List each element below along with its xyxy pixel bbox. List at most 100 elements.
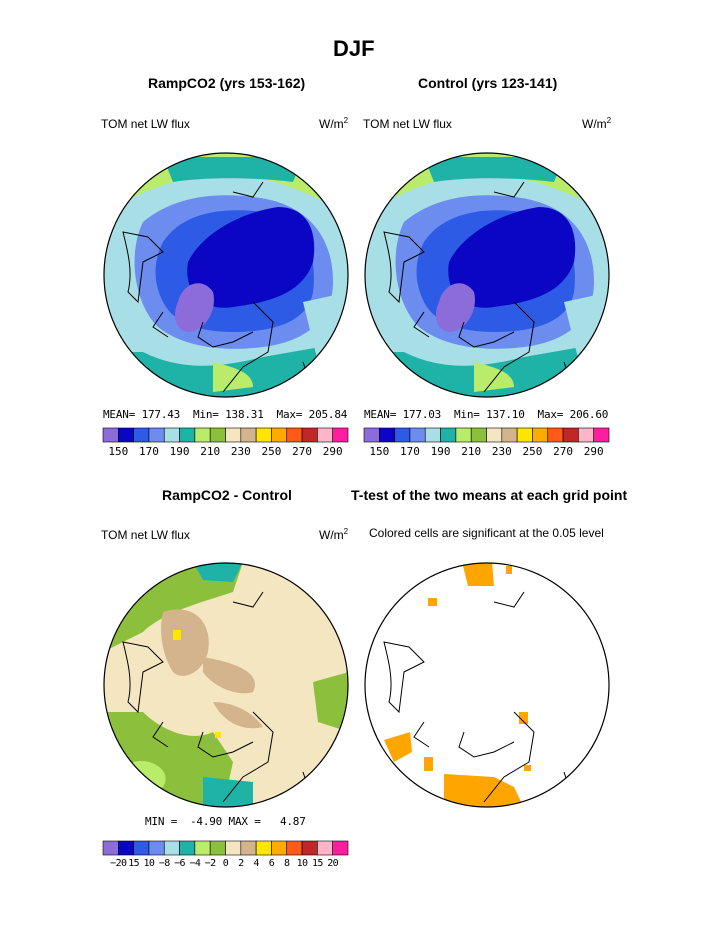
panel-title-ttest: T-test of the two means at each grid poi…	[351, 487, 628, 503]
colorbar-swatch	[455, 427, 472, 443]
colorbar-swatch	[409, 427, 426, 443]
colorbar-swatch	[240, 840, 257, 856]
colorbar-swatch	[332, 427, 349, 443]
colorbar-swatch	[148, 427, 165, 443]
colorbar-swatch	[133, 427, 150, 443]
colorbar-tick-label: −20	[110, 858, 127, 869]
colorbar-swatch	[118, 840, 134, 856]
variable-label-control: TOM net LW flux	[363, 117, 452, 131]
colorbar-swatch	[363, 427, 380, 443]
colorbar-swatch	[163, 427, 180, 443]
colorbar-swatch	[562, 427, 579, 443]
colorbar-tick-label: 0	[222, 858, 229, 869]
colorbar-tick-label: 150	[108, 445, 129, 458]
polar-map-ttest	[364, 562, 610, 808]
colorbar-swatch	[225, 427, 242, 443]
colorbar-tick-label: 210	[200, 445, 221, 458]
colorbar-tick-label: 290	[583, 445, 604, 458]
colorbar-tick-label: 190	[430, 445, 451, 458]
colorbar-swatch	[286, 427, 303, 443]
panel-title-control: Control (yrs 123-141)	[418, 75, 558, 91]
colorbar-swatch	[547, 427, 564, 443]
colorbar-swatch	[578, 427, 594, 443]
panel-title-rampco2: RampCO2 (yrs 153-162)	[148, 75, 306, 91]
colorbar-swatch	[593, 427, 610, 443]
colorbar-tick-label: 150	[369, 445, 390, 458]
colorbar-tick-label: 15	[128, 858, 140, 869]
variable-label-rampco2: TOM net LW flux	[101, 117, 190, 131]
colorbar-tick-label: 170	[400, 445, 420, 458]
colorbar-swatch	[332, 840, 349, 856]
units-label-control: W/m2	[582, 116, 612, 131]
colorbar-tick-label: −4	[189, 858, 201, 869]
colorbar-swatch	[194, 840, 211, 856]
colorbar-tick-label: 210	[461, 445, 482, 458]
colorbar-tick-label: 290	[322, 445, 343, 458]
colorbar-swatch	[209, 427, 226, 443]
stats-control: MEAN= 177.03 Min= 137.10 Max= 206.60	[364, 408, 609, 421]
colorbar-ticks-diff: −20 15 10 −8 −6 −4 −2 0 2 4 6 8 10 15 20	[103, 858, 348, 872]
colorbar-swatch	[424, 427, 441, 443]
colorbar-tick-label: 170	[139, 445, 159, 458]
colorbar-swatch	[133, 840, 150, 856]
colorbar-swatch	[179, 840, 196, 856]
colorbar-swatch	[209, 840, 226, 856]
colorbar-tick-label: 190	[169, 445, 190, 458]
colorbar-swatch	[102, 427, 119, 443]
colorbar-swatch	[301, 840, 318, 856]
polar-map-control	[364, 152, 610, 398]
stats-rampco2: MEAN= 177.43 Min= 138.31 Max= 205.84	[103, 408, 348, 421]
colorbar-tick-label: 2	[238, 858, 244, 869]
colorbar-swatch	[179, 427, 196, 443]
colorbar-tick-label: 15	[311, 858, 323, 869]
colorbar-tick-label: 8	[284, 858, 290, 869]
colorbar-tick-label: −2	[204, 858, 216, 869]
colorbar-tick-label: −8	[158, 858, 170, 869]
colorbar-tick-label: 270	[292, 445, 312, 458]
colorbar-swatch	[194, 427, 211, 443]
colorbar-swatch	[240, 427, 257, 443]
colorbar-tick-label: 20	[327, 858, 339, 869]
colorbar-tick-label: 230	[491, 445, 512, 458]
colorbar-swatch	[394, 427, 411, 443]
panel-title-diff: RampCO2 - Control	[162, 487, 292, 503]
colorbar-swatch	[470, 427, 487, 443]
colorbar-ticks-rampco2: 150 170 190 210 230 250 270 290	[103, 445, 348, 459]
colorbar-control	[363, 427, 610, 443]
figure-title: DJF	[333, 36, 375, 61]
polar-map-rampco2	[103, 152, 349, 398]
colorbar-tick-label: 270	[553, 445, 573, 458]
colorbar-swatch	[118, 427, 134, 443]
colorbar-tick-label: 10	[296, 858, 308, 869]
units-label-rampco2: W/m2	[319, 116, 349, 131]
colorbar-swatch	[148, 840, 165, 856]
colorbar-swatch	[271, 427, 288, 443]
colorbar-swatch	[286, 840, 303, 856]
stats-diff: MIN = -4.90 MAX = 4.87	[145, 815, 306, 828]
colorbar-swatch	[163, 840, 180, 856]
variable-label-diff: TOM net LW flux	[101, 528, 190, 542]
colorbar-tick-label: 6	[268, 858, 275, 869]
colorbar-swatch	[516, 427, 533, 443]
colorbar-swatch	[255, 840, 272, 856]
colorbar-tick-label: 10	[143, 858, 155, 869]
colorbar-tick-label: 230	[230, 445, 251, 458]
colorbar-tick-label: 250	[261, 445, 282, 458]
polar-map-diff	[103, 562, 349, 808]
colorbar-swatch	[440, 427, 457, 443]
units-label-diff: W/m2	[319, 527, 349, 542]
colorbar-swatch	[301, 427, 318, 443]
colorbar-swatch	[379, 427, 395, 443]
colorbar-swatch	[532, 427, 549, 443]
colorbar-swatch	[486, 427, 503, 443]
colorbar-rampco2	[102, 427, 349, 443]
colorbar-swatch	[501, 427, 518, 443]
colorbar-swatch	[271, 840, 288, 856]
colorbar-ticks-control: 150 170 190 210 230 250 270 290	[364, 445, 609, 459]
colorbar-swatch	[102, 840, 119, 856]
colorbar-tick-label: −6	[174, 858, 185, 869]
colorbar-swatch	[225, 840, 242, 856]
colorbar-swatch	[317, 840, 333, 856]
colorbar-tick-label: 4	[253, 858, 259, 869]
colorbar-swatch	[255, 427, 272, 443]
